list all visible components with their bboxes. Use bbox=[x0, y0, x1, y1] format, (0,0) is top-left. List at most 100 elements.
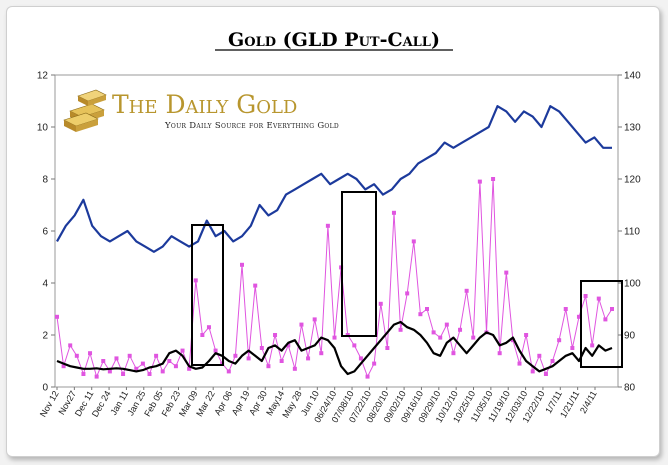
put-call-point bbox=[55, 314, 59, 319]
put-call-point bbox=[68, 343, 73, 348]
put-call-point bbox=[425, 307, 429, 311]
right-tick-label: 100 bbox=[624, 279, 641, 290]
put-call-point bbox=[147, 372, 152, 376]
put-call-point bbox=[418, 312, 423, 317]
put-call-point bbox=[160, 369, 165, 374]
put-call-point bbox=[385, 346, 390, 350]
put-call-point bbox=[563, 307, 568, 311]
put-call-point bbox=[583, 294, 588, 298]
put-call-point bbox=[121, 372, 126, 376]
put-call-point bbox=[504, 270, 509, 275]
put-call-point bbox=[391, 210, 396, 215]
right-axis: 80 90 100 110 120 130 140 bbox=[618, 71, 641, 394]
put-call-point bbox=[94, 374, 99, 379]
put-call-point bbox=[596, 296, 601, 301]
moving-average-series-line bbox=[56, 320, 613, 376]
put-call-point bbox=[576, 314, 581, 319]
put-call-point bbox=[444, 322, 449, 327]
put-call-point bbox=[167, 359, 172, 363]
put-call-point bbox=[411, 239, 416, 244]
put-call-point bbox=[292, 366, 297, 371]
put-call-point bbox=[372, 361, 377, 366]
left-tick-label: 6 bbox=[42, 227, 48, 238]
put-call-point bbox=[81, 372, 86, 376]
put-call-point bbox=[101, 359, 106, 363]
put-call-point bbox=[543, 372, 548, 376]
put-call-point bbox=[213, 348, 218, 353]
put-call-point bbox=[88, 351, 93, 356]
put-call-point bbox=[180, 348, 185, 353]
put-call-point bbox=[240, 262, 244, 267]
put-call-point bbox=[398, 327, 403, 332]
highlight-box-mar bbox=[191, 224, 224, 366]
put-call-point bbox=[266, 364, 271, 369]
highlight-boxes bbox=[191, 191, 623, 368]
put-call-point bbox=[259, 346, 264, 350]
put-call-point bbox=[438, 335, 443, 340]
put-call-point bbox=[279, 359, 284, 363]
gold-price-series-line bbox=[56, 105, 612, 253]
put-call-point bbox=[378, 301, 383, 306]
x-tick-label: Nov 12 bbox=[38, 389, 61, 419]
moving-average-series bbox=[56, 320, 613, 376]
put-call-point bbox=[193, 278, 198, 283]
put-call-point bbox=[226, 369, 231, 374]
put-call-point bbox=[557, 338, 562, 343]
put-call-point bbox=[154, 353, 159, 358]
put-call-point bbox=[74, 353, 79, 358]
put-call-point bbox=[173, 364, 178, 369]
put-call-point bbox=[352, 343, 357, 348]
put-call-point bbox=[127, 353, 132, 358]
right-tick-label: 130 bbox=[624, 123, 641, 134]
put-call-point bbox=[246, 356, 251, 361]
put-call-point bbox=[517, 361, 522, 366]
put-call-point bbox=[140, 361, 145, 366]
highlight-box-jan bbox=[580, 280, 623, 368]
right-tick-label: 80 bbox=[624, 383, 636, 394]
put-call-point bbox=[570, 346, 575, 350]
put-call-point bbox=[471, 335, 476, 340]
put-call-point bbox=[299, 322, 304, 327]
put-call-point bbox=[206, 325, 211, 330]
put-call-point bbox=[187, 366, 192, 371]
put-call-point bbox=[233, 353, 238, 358]
put-call-point bbox=[286, 343, 291, 348]
logo: The Daily Gold Your Daily Source for Eve… bbox=[63, 89, 339, 132]
put-call-series bbox=[55, 177, 614, 379]
put-call-point bbox=[114, 356, 119, 361]
logo-tagline: Your Daily Source for Everything Gold bbox=[164, 121, 339, 131]
put-call-point bbox=[458, 327, 463, 332]
put-call-point bbox=[590, 343, 595, 348]
put-call-point bbox=[497, 351, 502, 356]
put-call-point bbox=[491, 177, 496, 181]
put-call-point bbox=[312, 317, 317, 322]
put-call-point bbox=[603, 317, 608, 322]
left-tick-label: 12 bbox=[37, 71, 49, 82]
put-call-point bbox=[477, 179, 482, 184]
put-call-point bbox=[431, 330, 436, 335]
put-call-point bbox=[610, 307, 614, 311]
put-call-point bbox=[451, 351, 456, 356]
gold-price-series bbox=[56, 105, 612, 253]
put-call-point bbox=[405, 291, 410, 296]
put-call-point bbox=[107, 369, 112, 374]
put-call-point bbox=[510, 338, 515, 343]
put-call-point bbox=[200, 333, 205, 337]
put-call-point bbox=[61, 364, 66, 369]
put-call-point bbox=[319, 351, 324, 356]
gold-bars-icon bbox=[63, 89, 107, 132]
left-tick-label: 4 bbox=[42, 279, 48, 290]
put-call-point bbox=[464, 288, 469, 293]
put-call-point bbox=[524, 333, 529, 337]
logo-name: The Daily Gold bbox=[112, 90, 297, 119]
put-call-point bbox=[358, 356, 363, 361]
put-call-point bbox=[134, 366, 139, 371]
put-call-point bbox=[550, 359, 555, 363]
series-layer bbox=[55, 105, 614, 379]
put-call-point bbox=[253, 283, 258, 288]
left-axis: 0 2 4 6 8 10 12 bbox=[37, 71, 55, 394]
x-tick-label: 2/4/11 bbox=[578, 389, 599, 415]
put-call-point bbox=[325, 223, 330, 228]
